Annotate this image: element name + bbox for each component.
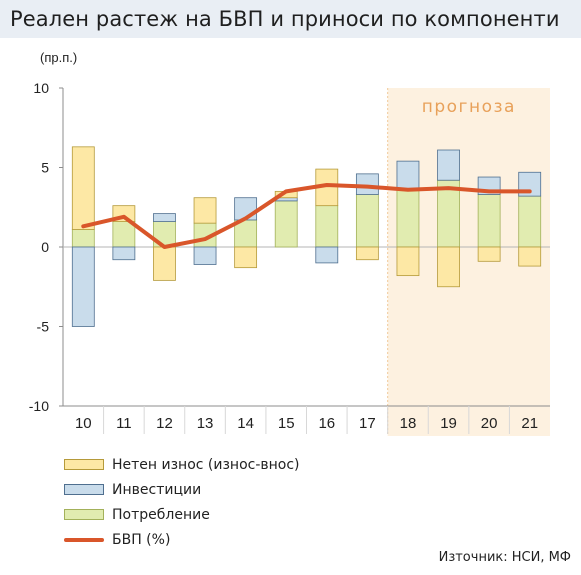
bar-net-exports-21	[518, 246, 542, 267]
legend-swatch-gdp	[64, 537, 104, 542]
title-bar: Реален растеж на БВП и приноси по компон…	[0, 0, 581, 38]
legend-item-net-exports: Нетен износ (износ-внос)	[64, 452, 300, 477]
bar-net-exports-20	[477, 246, 501, 262]
x-tick-label: 11	[116, 415, 132, 432]
legend-label-net-exports: Нетен износ (износ-внос)	[112, 456, 300, 473]
legend-item-gdp: БВП (%)	[64, 527, 300, 552]
x-tick-label: 20	[481, 415, 498, 432]
gdp-line	[81, 182, 532, 249]
bar-consumption-17	[355, 194, 379, 248]
bar-consumption-18	[396, 189, 420, 248]
bar-net-exports-18	[396, 246, 420, 277]
legend-item-investment: Инвестиции	[64, 477, 300, 502]
x-tick-label: 15	[278, 415, 295, 432]
bar-investment-10	[71, 246, 95, 327]
bar-net-exports-13	[193, 197, 217, 224]
y-tick-label: 5	[41, 160, 49, 176]
bar-investment-16	[315, 246, 339, 264]
y-tick-label: -5	[37, 319, 50, 335]
legend-item-consumption: Потребление	[64, 502, 300, 527]
x-tick-label: 13	[197, 415, 214, 432]
bar-consumption-16	[315, 205, 339, 248]
x-tick-label: 10	[75, 415, 92, 432]
bar-net-exports-17	[355, 246, 379, 261]
bar-consumption-10	[71, 229, 95, 248]
x-tick-label: 17	[359, 415, 376, 432]
x-tick-label: 16	[318, 415, 335, 432]
bar-investment-12	[153, 213, 176, 222]
legend-label-consumption: Потребление	[112, 506, 210, 523]
bar-investment-19	[437, 149, 460, 181]
chart-title: Реален растеж на БВП и приноси по компон…	[10, 7, 560, 31]
bar-investment-18	[396, 160, 420, 191]
bar-investment-13	[193, 246, 217, 265]
bar-net-exports-12	[153, 246, 176, 281]
bar-investment-17	[355, 173, 379, 195]
legend-swatch-investment	[64, 484, 104, 495]
x-tick-label: 14	[237, 415, 254, 432]
legend-swatch-net-exports	[64, 459, 104, 470]
bar-net-exports-10	[71, 146, 95, 230]
x-tick-label: 19	[440, 415, 457, 432]
y-axis-unit-label: (пр.п.)	[40, 50, 78, 65]
bar-net-exports-19	[437, 246, 460, 288]
bar-consumption-11	[112, 221, 136, 248]
y-tick-label: -10	[29, 398, 49, 414]
bar-investment-11	[112, 246, 136, 261]
bar-consumption-21	[518, 195, 542, 248]
forecast-label: прогноза	[422, 97, 516, 117]
legend: Нетен износ (износ-внос) Инвестиции Потр…	[64, 452, 300, 552]
legend-swatch-consumption	[64, 509, 104, 520]
x-tick-label: 21	[521, 415, 538, 432]
x-tick-label: 18	[400, 415, 417, 432]
y-tick-label: 0	[41, 239, 49, 255]
legend-label-investment: Инвестиции	[112, 481, 202, 498]
bar-consumption-20	[477, 194, 501, 248]
bar-net-exports-14	[234, 246, 258, 269]
y-tick-label: 10	[33, 80, 49, 96]
x-tick-label: 12	[156, 415, 173, 432]
bar-consumption-15	[274, 200, 298, 248]
source-note: Източник: НСИ, МФ	[438, 550, 571, 565]
legend-label-gdp: БВП (%)	[112, 531, 171, 548]
